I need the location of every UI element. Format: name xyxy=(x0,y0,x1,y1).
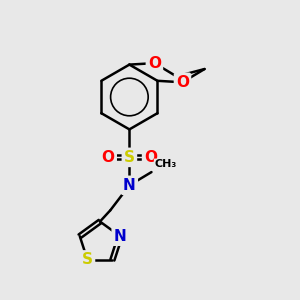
Text: CH₃: CH₃ xyxy=(154,159,177,169)
Text: N: N xyxy=(114,229,127,244)
Text: O: O xyxy=(148,56,161,70)
Text: S: S xyxy=(82,252,93,267)
Text: O: O xyxy=(176,75,189,90)
Text: O: O xyxy=(102,150,115,165)
Text: N: N xyxy=(123,178,136,193)
Text: S: S xyxy=(124,150,135,165)
Text: O: O xyxy=(144,150,157,165)
